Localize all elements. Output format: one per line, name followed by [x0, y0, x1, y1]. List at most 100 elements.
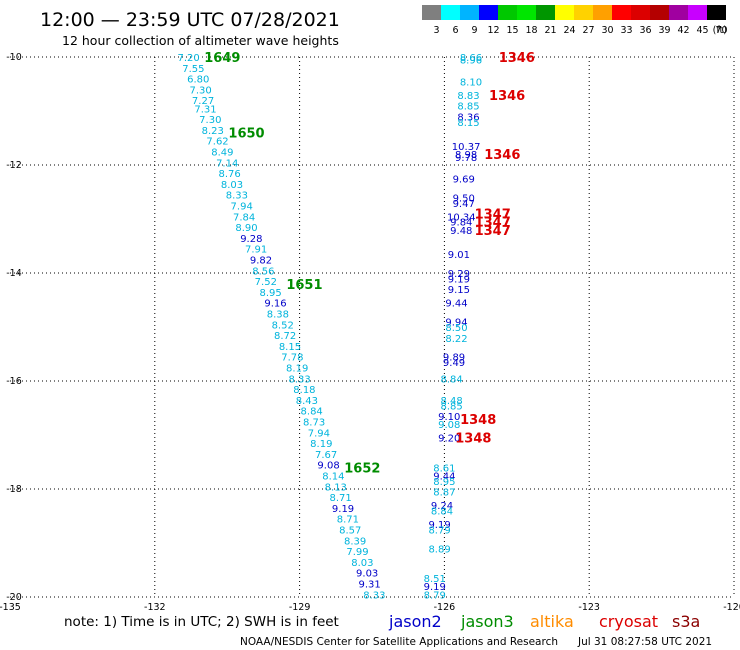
colorbar-swatch: [574, 5, 593, 20]
wave-height-label: 10.34: [447, 212, 476, 223]
wave-height-label: 9.44: [433, 472, 455, 483]
colorbar: 3 6 9 12 15 18 21 24 27 30 33 36 39 42 45 70(ft): [422, 5, 728, 36]
colorbar-swatch: [441, 5, 460, 20]
y-tick-labels: -10 -12 -14 -16 -18 -20: [6, 52, 22, 603]
satellite-legend: jason2 jason3 altika cryosat s3a: [388, 612, 700, 631]
x-tick-label: -120: [723, 602, 740, 613]
wave-height-label: 8.57: [339, 526, 361, 537]
wave-height-label: 9.15: [448, 285, 470, 296]
wave-height-label: 8.96: [460, 56, 482, 67]
colorbar-swatch: [536, 5, 555, 20]
time-label: 1649: [204, 51, 240, 66]
wave-height-label: 8.85: [457, 102, 479, 113]
wave-height-label: 9.31: [358, 580, 380, 591]
wave-height-label: 8.66: [460, 53, 482, 64]
time-label: 1348: [460, 413, 496, 428]
colorbar-swatch: [593, 5, 612, 20]
colorbar-tick-label: 70: [715, 25, 727, 36]
y-tick-label: -14: [6, 268, 22, 279]
wave-height-label: 9.24: [431, 501, 453, 512]
colorbar-tick-label: 27: [582, 25, 594, 36]
wave-height-label: 8.22: [445, 334, 467, 345]
colorbar-tick-label: 12: [487, 25, 499, 36]
wave-height-label: 7.55: [182, 64, 204, 75]
colorbar-swatch: [650, 5, 669, 20]
colorbar-tick-label: 9: [471, 25, 477, 36]
wave-height-label: 8.85: [441, 401, 463, 412]
colorbar-tick-label: 21: [544, 25, 556, 36]
wave-height-label: 7.94: [231, 202, 253, 213]
wave-height-label: 7.78: [281, 353, 303, 364]
wave-height-label: 9.44: [445, 299, 467, 310]
x-tick-label: -132: [144, 602, 166, 613]
footer-timestamp: Jul 31 08:27:58 UTC 2021: [577, 636, 712, 648]
plot-area: -135 -132 -129 -126 -123 -120 -10 -12 -14 -16 -18…: [0, 51, 740, 613]
x-tick-labels: -135 -132 -129 -126 -123 -120: [0, 602, 740, 613]
colorbar-tick-label: 24: [563, 25, 575, 36]
colorbar-tick-label: 36: [639, 25, 651, 36]
wave-height-label: 9.19: [448, 274, 470, 285]
wave-height-label: 9.48: [450, 226, 472, 237]
wave-height-label: 7.94: [308, 428, 330, 439]
wave-height-label: 8.72: [274, 331, 296, 342]
wave-height-label: 7.67: [315, 450, 337, 461]
wave-height-label: 8.23: [202, 126, 224, 137]
wave-height-label: 8.33: [363, 590, 385, 601]
y-tick-label: -18: [6, 484, 22, 495]
wave-height-label: 7.52: [255, 277, 277, 288]
wave-height-label: 7.14: [216, 158, 238, 169]
colorbar-tick-label: 18: [525, 25, 537, 36]
wave-height-label: 7.31: [194, 104, 216, 115]
wave-height-label: 9.69: [453, 175, 475, 186]
time-label: 1651: [286, 278, 322, 293]
wave-height-label: 8.95: [433, 477, 455, 488]
colorbar-swatch: [517, 5, 536, 20]
wave-height-label: 8.15: [279, 342, 301, 353]
wave-height-label: 8.98: [455, 150, 477, 161]
x-tick-label: -129: [289, 602, 311, 613]
wave-height-label: 8.73: [303, 418, 325, 429]
wave-height-label: 8.49: [211, 148, 233, 159]
wave-height-label: 8.79: [424, 590, 446, 601]
colorbar-swatch: [498, 5, 517, 20]
colorbar-tick-label: 6: [452, 25, 458, 36]
wave-height-label: 8.03: [351, 558, 373, 569]
colorbar-swatch: [479, 5, 498, 20]
wave-height-label: 8.38: [267, 310, 289, 321]
time-labels: 1649 1650 1651 1652 1346 1346 1346 134713471347…: [204, 51, 535, 476]
wave-height-label: 9.84: [450, 218, 472, 229]
colorbar-swatch: [612, 5, 631, 20]
legend-cryosat: cryosat: [599, 612, 658, 631]
wave-height-label: 8.36: [457, 112, 479, 123]
time-label: 1347: [475, 224, 511, 239]
time-label: 1348: [455, 432, 491, 447]
wave-height-label: 8.14: [322, 472, 344, 483]
wave-height-label: 8.83: [457, 91, 479, 102]
wave-height-label: 8.43: [296, 396, 318, 407]
wave-height-label: 7.20: [177, 53, 199, 64]
wave-height-label: 9.19: [332, 504, 354, 515]
wave-height-label: 8.71: [337, 515, 359, 526]
wave-height-label: 9.20: [438, 434, 460, 445]
wave-height-label: 8.19: [310, 439, 332, 450]
wave-height-label: 9.19: [424, 582, 446, 593]
colorbar-swatch: [460, 5, 479, 20]
data-labels: 7.207.556.807.307.277.317.308.237.628.49…: [177, 53, 482, 601]
wave-height-label: 9.29: [448, 269, 470, 280]
time-label: 1346: [489, 89, 525, 104]
colorbar-swatch: [422, 5, 441, 20]
wave-height-label: 8.52: [272, 320, 294, 331]
wave-height-label: 8.95: [260, 288, 282, 299]
wave-height-label: 8.33: [288, 374, 310, 385]
wave-height-label: 8.84: [301, 407, 323, 418]
time-label: 1347: [475, 216, 511, 231]
y-tick-label: -20: [6, 592, 22, 603]
wave-height-label: 9.28: [240, 234, 262, 245]
wave-height-label: 7.84: [233, 212, 255, 223]
x-tick-label: -123: [578, 602, 600, 613]
legend-altika: altika: [530, 612, 574, 631]
wave-height-label: 9.16: [264, 299, 286, 310]
wave-height-label: 8.48: [441, 396, 463, 407]
